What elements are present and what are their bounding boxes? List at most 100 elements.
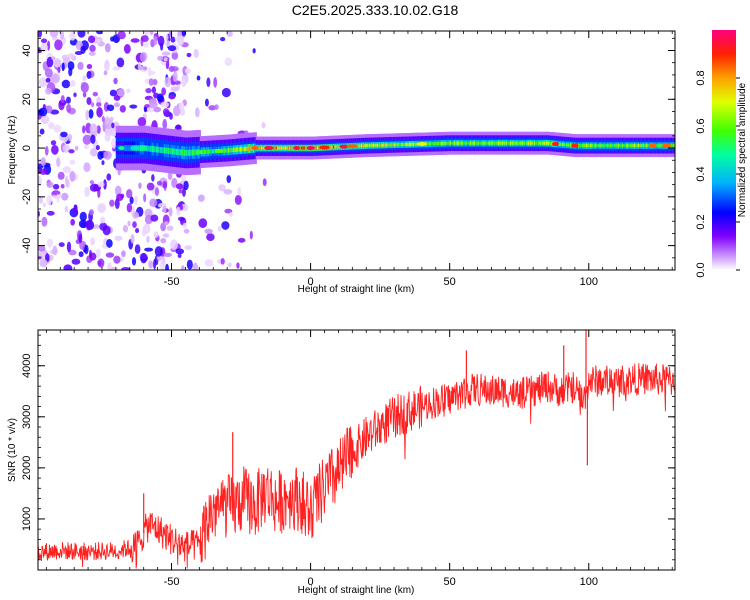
spectrogram-noise-cell: [166, 225, 174, 231]
spectrogram-ridge-cell: [624, 144, 627, 148]
y-tick-label: -40: [21, 238, 33, 254]
spectrogram-noise-cell: [170, 66, 179, 72]
spectrogram-ridge-cell: [126, 145, 130, 152]
colorbar-tick-label: 0.6: [695, 118, 707, 133]
spectrogram-ridge-cell: [227, 148, 231, 153]
spectrogram-ridge-cell: [565, 143, 569, 147]
spectrogram-noise-cell: [41, 216, 48, 227]
y-tick-label: 0: [21, 145, 33, 151]
spectrogram-ridge-cell: [427, 142, 430, 146]
spectrogram-ridge-cell: [287, 146, 291, 150]
spectrogram-noise-cell: [135, 228, 140, 234]
spectrogram-noise-cell: [56, 157, 61, 168]
spectrogram-peak: [264, 146, 274, 151]
spectrogram-ridge-cell: [426, 142, 429, 146]
spectrogram-peak: [319, 145, 330, 150]
spectrogram-ridge-cell: [171, 148, 175, 155]
spectrogram-noise-cell: [116, 193, 124, 202]
spectrogram-noise-cell: [83, 144, 89, 150]
spectrogram-noise-cell: [45, 77, 51, 83]
colorbar-label: Normalized spectral amplitude: [737, 82, 748, 217]
spectrogram-noise-cell: [109, 199, 115, 207]
spectrogram-noise-cell: [143, 193, 147, 203]
spectrogram-ridge-cell: [439, 141, 442, 146]
spectrogram-noise-cell: [162, 118, 168, 130]
spectrogram-noise-cell: [186, 52, 192, 58]
spectrogram-noise-cell: [137, 117, 147, 127]
spectrogram-ridge-cell: [592, 144, 595, 148]
spectrogram-noise-cell: [53, 124, 62, 133]
spectrogram-ridge-cell: [584, 144, 588, 148]
spectrogram-noise-cell: [88, 209, 94, 216]
spectrogram-ridge-cell: [561, 142, 565, 147]
spectrogram-ridge-cell: [379, 143, 382, 147]
spectrogram-noise-cell: [126, 202, 133, 213]
spectrogram-noise-cell: [111, 137, 117, 149]
spectrogram-ridge-cell: [241, 147, 244, 152]
spectrogram-ridge-cell: [162, 147, 166, 154]
spectrogram-ridge-cell: [189, 149, 192, 156]
spectrogram-ridge-cell: [406, 142, 409, 146]
spectrogram-noise-cell: [197, 194, 205, 202]
spectrogram-ridge-cell: [415, 142, 418, 146]
spectrogram-noise-cell: [226, 175, 232, 184]
spectrogram-ridge-cell: [207, 149, 211, 154]
spectrogram-ridge-cell: [153, 146, 156, 153]
spectrogram-ridge-cell: [209, 149, 212, 154]
spectrogram-noise-cell: [82, 75, 87, 82]
spectrogram-ridge-cell: [444, 141, 448, 145]
spectrogram-peak: [662, 143, 672, 148]
spectrogram-noise-cell: [134, 195, 138, 206]
spectrogram-noise-cell: [73, 205, 78, 215]
spectrogram-noise-cell: [147, 67, 152, 77]
spectrogram-ridge-cell: [229, 148, 232, 153]
spectrogram-ridge-cell: [447, 141, 450, 145]
spectrogram-ridge-cell: [524, 141, 528, 145]
spectrogram-noise-cell: [162, 181, 168, 189]
spectrogram-noise-cell: [141, 227, 147, 237]
spectrogram-noise-cell: [39, 258, 48, 268]
spectrogram-noise-cell: [68, 249, 77, 256]
spectrogram-ridge-cell: [291, 146, 295, 150]
spectrogram-noise-cell: [38, 31, 42, 38]
spectrogram-ridge-cell: [159, 146, 163, 153]
spectrogram-ridge-cell: [396, 143, 400, 147]
spectrogram-noise-cell: [67, 61, 75, 71]
spectrogram-noise-cell: [149, 101, 158, 109]
spectrogram-ridge-cell: [226, 148, 229, 153]
spectrogram-noise-cell: [50, 109, 60, 115]
spectrogram-ridge-cell: [363, 144, 367, 148]
spectrogram-ridge-cell: [483, 141, 486, 145]
spectrogram-ridge-cell: [432, 142, 436, 146]
spectrogram-ridge-cell: [274, 146, 277, 150]
spectrogram-ridge-cell: [557, 142, 561, 146]
spectrogram-noise-cell: [153, 231, 159, 239]
spectrogram-ridge-cell: [517, 141, 521, 145]
spectrogram-ridge-cell: [378, 143, 381, 147]
spectrogram-ridge-cell: [157, 146, 160, 153]
spectrogram-ridge-cell: [410, 142, 413, 146]
spectrogram-ridge-cell: [503, 141, 506, 145]
spectrogram-ridge-cell: [428, 142, 432, 146]
spectrogram-ridge-cell: [581, 144, 585, 148]
spectrogram-ridge-cell: [617, 144, 621, 148]
colorbar-ticks: 0.0 0.2 0.4 0.6 0.8: [695, 70, 740, 278]
spectrogram-ridge-cell: [370, 143, 373, 148]
spectrogram-noise-cell: [82, 134, 92, 145]
spectrogram-noise-cell: [221, 221, 230, 230]
spectrogram-noise-cell: [150, 214, 159, 222]
spectrogram-noise-cell: [139, 52, 147, 63]
spectrogram-noise-cell: [67, 133, 73, 142]
spectrogram-ridge-cell: [536, 141, 540, 145]
spectrogram-noise-cell: [79, 211, 87, 222]
spectrogram-noise-cell: [165, 263, 169, 270]
spectrogram-peak: [648, 143, 657, 148]
spectrogram-noise-cell: [157, 35, 165, 47]
spectrogram-noise-cell: [183, 180, 189, 191]
spectrogram-ridge-cell: [399, 143, 402, 147]
spectrogram-ridge-cell: [245, 146, 248, 152]
spectrogram-noise-cell: [182, 222, 188, 229]
spectrogram-ridge-cell: [635, 144, 638, 148]
spectrogram-noise-cell: [221, 87, 231, 98]
spectrogram-ridge-cell: [183, 149, 187, 156]
